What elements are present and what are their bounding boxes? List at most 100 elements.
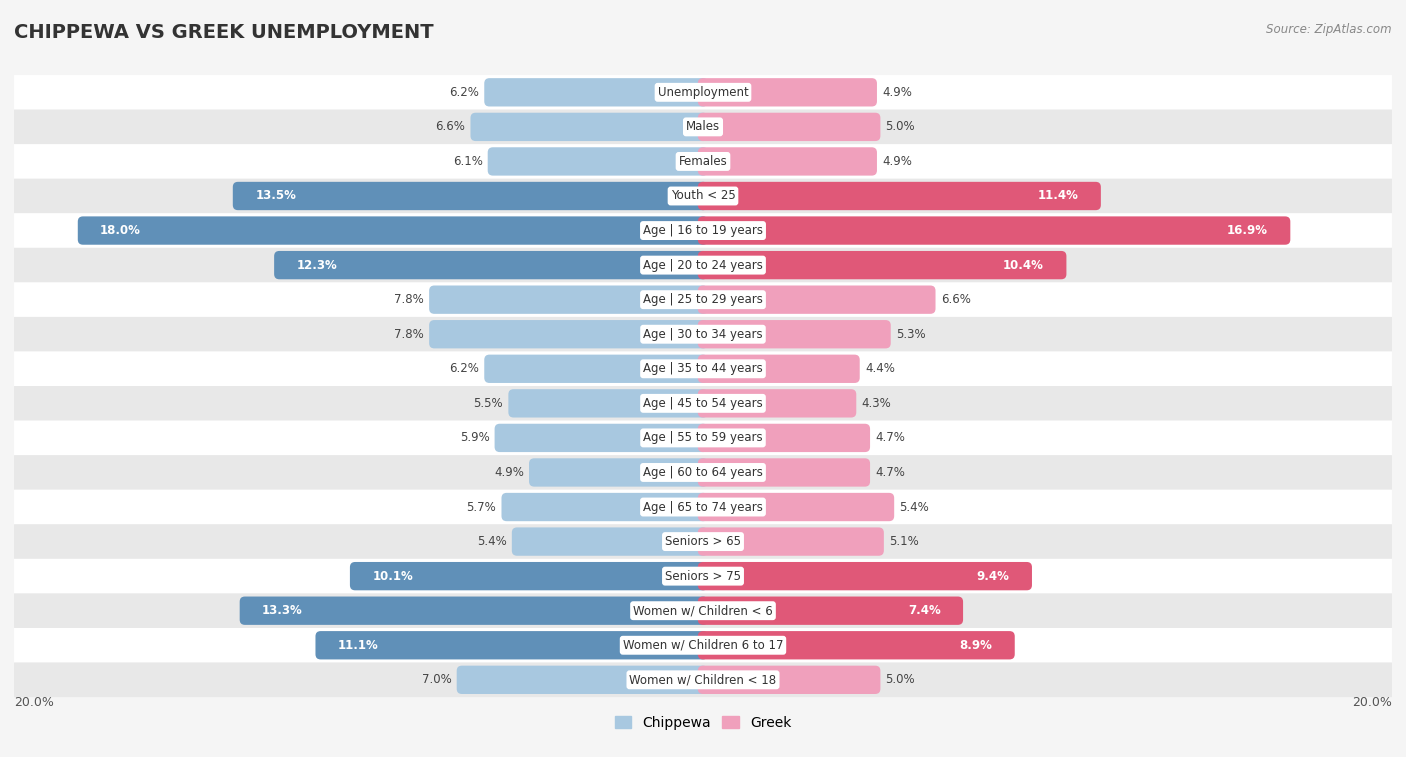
Text: 4.4%: 4.4% [865,363,894,375]
Text: Males: Males [686,120,720,133]
FancyBboxPatch shape [14,662,1392,697]
FancyBboxPatch shape [429,320,709,348]
FancyBboxPatch shape [350,562,709,590]
Text: 6.6%: 6.6% [941,293,970,306]
FancyBboxPatch shape [429,285,709,314]
Text: 6.2%: 6.2% [450,86,479,99]
FancyBboxPatch shape [697,528,884,556]
Text: 6.6%: 6.6% [436,120,465,133]
Text: Age | 35 to 44 years: Age | 35 to 44 years [643,363,763,375]
Text: Youth < 25: Youth < 25 [671,189,735,202]
FancyBboxPatch shape [14,110,1392,144]
Text: 7.8%: 7.8% [394,328,425,341]
FancyBboxPatch shape [315,631,709,659]
FancyBboxPatch shape [697,493,894,521]
FancyBboxPatch shape [484,78,709,107]
Text: 5.9%: 5.9% [460,431,489,444]
FancyBboxPatch shape [14,490,1392,525]
FancyBboxPatch shape [484,354,709,383]
FancyBboxPatch shape [697,113,880,141]
FancyBboxPatch shape [697,631,1015,659]
Text: 20.0%: 20.0% [14,696,53,709]
Legend: Chippewa, Greek: Chippewa, Greek [609,710,797,735]
FancyBboxPatch shape [529,458,709,487]
Text: 7.4%: 7.4% [908,604,941,617]
FancyBboxPatch shape [14,144,1392,179]
Text: Age | 45 to 54 years: Age | 45 to 54 years [643,397,763,410]
FancyBboxPatch shape [509,389,709,418]
Text: 10.1%: 10.1% [373,570,413,583]
Text: 13.3%: 13.3% [262,604,302,617]
Text: Age | 60 to 64 years: Age | 60 to 64 years [643,466,763,479]
Text: Age | 30 to 34 years: Age | 30 to 34 years [643,328,763,341]
Text: Seniors > 75: Seniors > 75 [665,570,741,583]
Text: 5.3%: 5.3% [896,328,925,341]
Text: 13.5%: 13.5% [256,189,297,202]
FancyBboxPatch shape [697,320,891,348]
FancyBboxPatch shape [14,421,1392,455]
FancyBboxPatch shape [697,251,1066,279]
Text: Women w/ Children < 6: Women w/ Children < 6 [633,604,773,617]
Text: Age | 16 to 19 years: Age | 16 to 19 years [643,224,763,237]
Text: Age | 55 to 59 years: Age | 55 to 59 years [643,431,763,444]
Text: Seniors > 65: Seniors > 65 [665,535,741,548]
Text: 12.3%: 12.3% [297,259,337,272]
FancyBboxPatch shape [14,386,1392,421]
FancyBboxPatch shape [14,248,1392,282]
FancyBboxPatch shape [697,597,963,625]
FancyBboxPatch shape [14,75,1392,110]
Text: Age | 25 to 29 years: Age | 25 to 29 years [643,293,763,306]
Text: 6.2%: 6.2% [450,363,479,375]
Text: 8.9%: 8.9% [959,639,993,652]
FancyBboxPatch shape [14,559,1392,593]
Text: 11.4%: 11.4% [1038,189,1078,202]
Text: Source: ZipAtlas.com: Source: ZipAtlas.com [1267,23,1392,36]
FancyBboxPatch shape [488,148,709,176]
FancyBboxPatch shape [512,528,709,556]
Text: 4.3%: 4.3% [862,397,891,410]
FancyBboxPatch shape [14,455,1392,490]
Text: 5.0%: 5.0% [886,120,915,133]
Text: Age | 65 to 74 years: Age | 65 to 74 years [643,500,763,513]
Text: 5.5%: 5.5% [474,397,503,410]
FancyBboxPatch shape [502,493,709,521]
FancyBboxPatch shape [697,148,877,176]
Text: 7.8%: 7.8% [394,293,425,306]
Text: 5.7%: 5.7% [467,500,496,513]
FancyBboxPatch shape [14,628,1392,662]
Text: 20.0%: 20.0% [1353,696,1392,709]
Text: Women w/ Children < 18: Women w/ Children < 18 [630,673,776,687]
Text: 5.0%: 5.0% [886,673,915,687]
Text: 5.1%: 5.1% [889,535,918,548]
Text: Females: Females [679,155,727,168]
FancyBboxPatch shape [14,593,1392,628]
Text: Women w/ Children 6 to 17: Women w/ Children 6 to 17 [623,639,783,652]
Text: 4.9%: 4.9% [882,86,912,99]
Text: CHIPPEWA VS GREEK UNEMPLOYMENT: CHIPPEWA VS GREEK UNEMPLOYMENT [14,23,433,42]
Text: 11.1%: 11.1% [337,639,378,652]
Text: 18.0%: 18.0% [100,224,141,237]
Text: Unemployment: Unemployment [658,86,748,99]
FancyBboxPatch shape [274,251,709,279]
FancyBboxPatch shape [14,282,1392,317]
Text: 4.7%: 4.7% [875,431,905,444]
FancyBboxPatch shape [697,389,856,418]
FancyBboxPatch shape [697,458,870,487]
Text: 4.9%: 4.9% [494,466,524,479]
FancyBboxPatch shape [14,213,1392,248]
FancyBboxPatch shape [471,113,709,141]
FancyBboxPatch shape [697,217,1291,245]
FancyBboxPatch shape [697,182,1101,210]
Text: 5.4%: 5.4% [477,535,506,548]
Text: 4.7%: 4.7% [875,466,905,479]
FancyBboxPatch shape [697,78,877,107]
FancyBboxPatch shape [239,597,709,625]
Text: 5.4%: 5.4% [900,500,929,513]
Text: 9.4%: 9.4% [977,570,1010,583]
Text: Age | 20 to 24 years: Age | 20 to 24 years [643,259,763,272]
Text: 7.0%: 7.0% [422,673,451,687]
Text: 6.1%: 6.1% [453,155,482,168]
Text: 16.9%: 16.9% [1227,224,1268,237]
FancyBboxPatch shape [697,562,1032,590]
FancyBboxPatch shape [697,285,935,314]
